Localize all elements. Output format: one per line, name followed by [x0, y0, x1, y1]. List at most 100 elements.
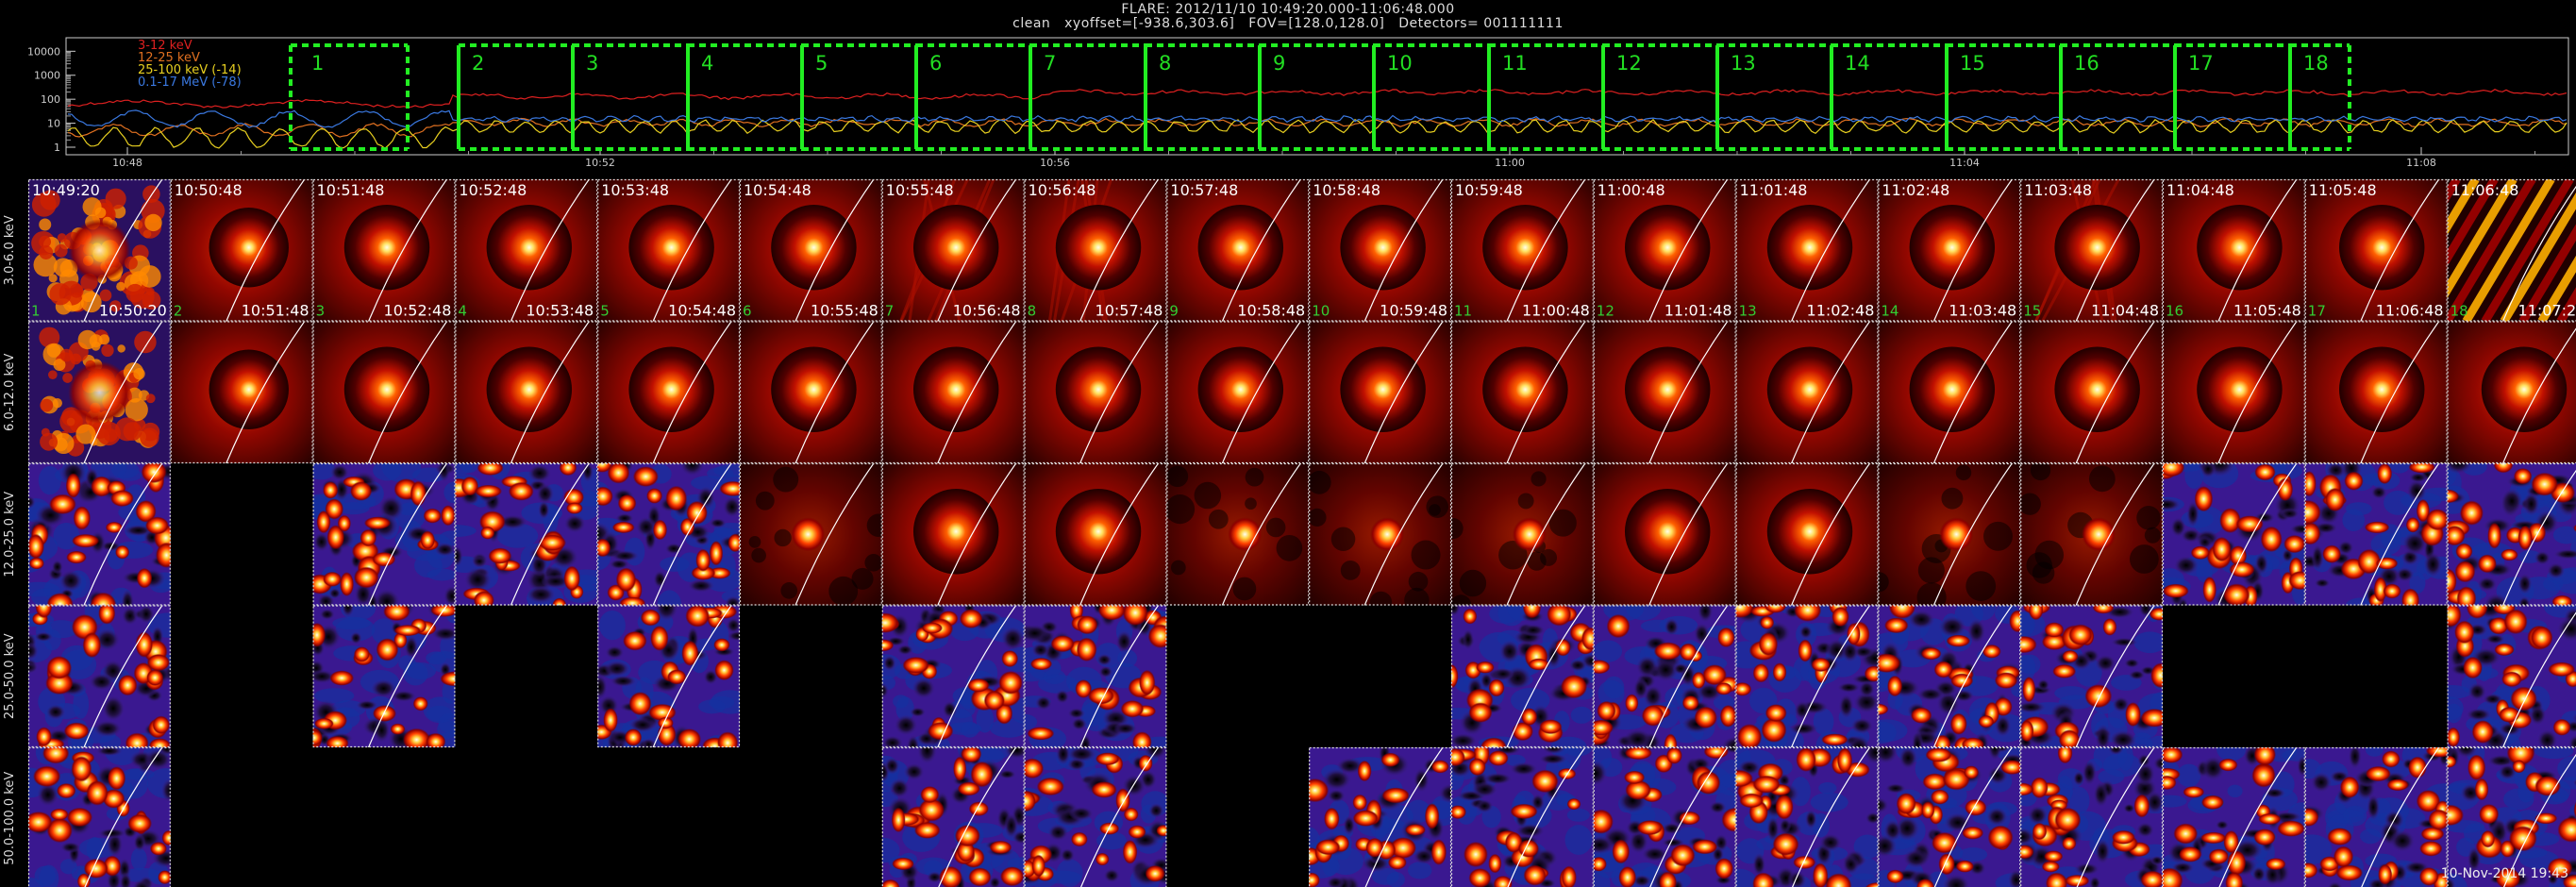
noise-peak: [2494, 643, 2515, 657]
noise-peak: [110, 490, 134, 508]
flare-source: [2082, 517, 2116, 552]
noise-peak: [2009, 610, 2021, 633]
noise-peak: [1624, 747, 1652, 761]
solar-limb: [2501, 611, 2576, 747]
noise-dark: [889, 778, 911, 798]
noise-dark: [679, 463, 705, 477]
image-cell: [1024, 605, 1167, 748]
noise-dark: [2093, 780, 2109, 808]
noise-peak: [1681, 695, 1699, 711]
noise-peak: [1719, 704, 1736, 728]
diffuse-blob: [48, 274, 58, 283]
noise-ripple: [1965, 571, 1997, 601]
noise-peak: [2163, 867, 2183, 887]
end-time-label: 10:58:48: [1237, 302, 1305, 320]
noise-trough: [398, 655, 416, 671]
noise-trough: [1818, 781, 1837, 795]
interval-index: 8: [1028, 303, 1037, 320]
end-time-label: 11:02:48: [1807, 302, 1875, 320]
noise-trough: [426, 651, 447, 665]
noise-dark: [1326, 876, 1346, 887]
noise-dark: [1413, 848, 1436, 864]
noise-dark: [722, 495, 741, 518]
interval-box: 10: [1372, 43, 1489, 151]
noise-trough: [1407, 862, 1432, 879]
flare-source: [1909, 204, 1996, 291]
noise-peak: [1888, 605, 1916, 619]
diffuse-blob: [53, 359, 66, 372]
noise-peak: [2062, 649, 2079, 663]
solar-limb: [510, 321, 591, 463]
noise-dark: [2568, 734, 2576, 747]
interval-index: 17: [2308, 303, 2326, 320]
noise-peak: [913, 821, 941, 839]
interval-box: 14: [1830, 43, 1947, 151]
noise-dark: [2036, 678, 2050, 692]
noise-peak: [1884, 617, 1909, 634]
noise-peak: [66, 550, 87, 564]
noise-trough: [2304, 834, 2333, 864]
noise-peak: [2454, 561, 2476, 583]
solar-limb: [2075, 179, 2155, 322]
cell-image: [1166, 321, 1310, 463]
noise-dark: [2200, 463, 2216, 478]
noise-peak: [2418, 866, 2439, 886]
noise-peak: [2405, 517, 2420, 533]
noise-dark: [1902, 848, 1930, 868]
noise-peak: [563, 488, 584, 507]
cell-border: [1593, 746, 1736, 887]
end-time-label: 10:50:20: [99, 302, 167, 320]
noise-peak: [2288, 570, 2305, 591]
noise-peak: [136, 567, 153, 589]
solar-limb: [2501, 469, 2576, 606]
cell-border: [170, 178, 313, 322]
noise-ripple: [828, 576, 859, 606]
flare-source: [1624, 346, 1711, 432]
noise-dark: [319, 608, 336, 621]
noise-ripple: [780, 582, 798, 599]
x-tick-label: 11:08: [2406, 157, 2436, 169]
noise-dark: [2163, 497, 2181, 511]
interval-box: 3: [571, 43, 688, 151]
noise-peak: [1070, 831, 1088, 847]
image-cell: [2447, 746, 2576, 887]
solar-limb: [2217, 463, 2298, 606]
cell-border: [739, 321, 882, 464]
noise-peak: [2219, 508, 2241, 533]
noise-peak: [657, 716, 674, 729]
noise-dark: [1098, 665, 1113, 678]
solar-limb: [1790, 605, 1871, 747]
noise-ripple: [851, 567, 874, 590]
noise-peak: [652, 519, 668, 541]
noise-dark: [1071, 717, 1087, 731]
noise-peak: [1946, 634, 1971, 647]
flare-source: [1228, 517, 1263, 552]
start-time-label: 10:58:48: [1313, 181, 1380, 199]
cell-image: [2304, 179, 2448, 322]
noise-peak: [2364, 521, 2390, 534]
noise-peak: [1122, 840, 1138, 864]
solar-limb: [1080, 747, 1160, 887]
noise-peak: [1464, 841, 1488, 868]
noise-peak: [360, 528, 377, 547]
start-time-label: 10:52:48: [459, 181, 527, 199]
noise-trough: [455, 463, 473, 476]
noise-dark: [2370, 485, 2387, 500]
noise-dark: [610, 675, 637, 688]
noise-dark: [131, 879, 153, 887]
noise-dark: [1779, 818, 1792, 834]
interval-box: 13: [1715, 43, 1832, 151]
noise-peak: [2339, 776, 2360, 798]
noise-peak: [967, 678, 990, 693]
cell-border: [455, 178, 598, 322]
cell-image: [1593, 747, 1736, 887]
image-cell: [455, 321, 598, 464]
noise-dark: [1336, 757, 1364, 775]
noise-peak: [1095, 852, 1110, 866]
noise-peak: [2304, 862, 2318, 879]
solar-limb: [1079, 321, 1160, 463]
cell-image: [1878, 605, 2021, 747]
noise-dark: [121, 589, 135, 606]
image-cell: [2020, 462, 2164, 606]
noise-peak: [968, 867, 992, 887]
